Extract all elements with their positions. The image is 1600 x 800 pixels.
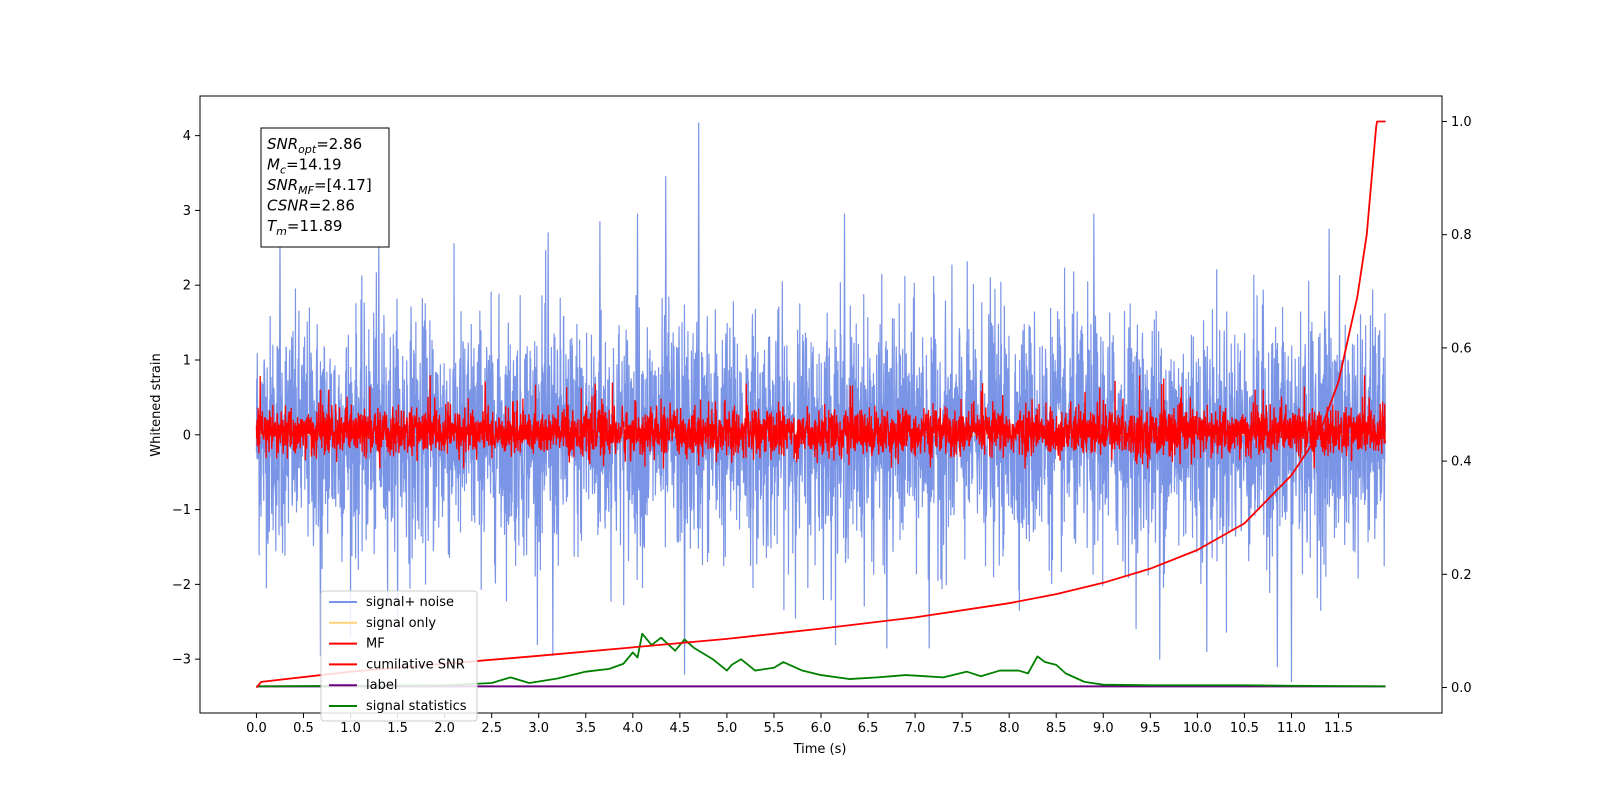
x-tick-label: 10.0 [1183,721,1212,736]
y-tick-label: 4 [183,129,191,144]
y-tick-label: 2 [183,279,191,294]
x-tick-label: 0.0 [246,721,267,736]
y2-tick-label: 0.4 [1451,455,1472,470]
x-tick-label: 8.0 [999,721,1020,736]
annotation-line: SNRopt=2.86 [267,135,362,156]
annotation-line: Tm=11.89 [267,217,342,238]
series-cumulative-snr [255,120,1386,689]
annotation-line: SNRMF=[4.17] [267,176,372,197]
x-tick-label: 2.0 [434,721,455,736]
series-layer [255,120,1387,689]
legend-label: signal only [366,616,436,631]
series-signal-noise [255,122,1387,683]
legend-label: signal+ noise [366,595,454,610]
y-axis-label: Whitened strain [149,353,164,456]
x-tick-label: 7.0 [905,721,926,736]
x-tick-label: 3.5 [575,721,596,736]
legend-label: cumilative SNR [366,657,465,672]
y-tick-label: −3 [172,653,191,668]
x-tick-label: 6.0 [811,721,832,736]
y2-tick-label: 0.0 [1451,681,1472,696]
series-signal-statistics [256,632,1386,688]
annotation-line: CSNR=2.86 [267,197,355,215]
y2-tick-label: 1.0 [1451,115,1472,130]
x-tick-label: 7.5 [952,721,973,736]
legend-label: MF [366,637,385,652]
y-tick-label: 1 [183,354,191,369]
y-tick-label: 0 [183,428,191,443]
x-axis-label: Time (s) [793,742,847,757]
x-tick-label: 6.5 [858,721,879,736]
x-tick-label: 5.0 [717,721,738,736]
annotation-line: Mc=14.19 [267,156,342,177]
y2-tick-label: 0.8 [1451,228,1472,243]
x-tick-label: 11.5 [1324,721,1353,736]
axes-layer: 0.0 0.5 1.0 1.5 2.0 2.5 3.0 3.5 4.0 4.5 5.0 5.5 6.0 6… [172,115,1472,736]
x-tick-label: 3.0 [528,721,549,736]
legend-label: label [366,678,397,693]
x-tick-label: 8.5 [1046,721,1067,736]
x-tick-label: 9.0 [1093,721,1114,736]
series-mf [255,375,1387,469]
x-tick-label: 1.5 [387,721,408,736]
y2-tick-label: 0.2 [1451,568,1472,583]
x-tick-label: 4.0 [622,721,643,736]
legend-label: signal statistics [366,699,467,714]
y-tick-label: −1 [172,503,191,518]
legend: signal+ noise signal only MF cumilative SNR… [320,590,478,722]
annotation-box: SNRopt=2.86Mc=14.19SNRMF=[4.17]CSNR=2.86… [260,127,390,248]
x-tick-label: 9.5 [1140,721,1161,736]
x-tick-label: 1.0 [340,721,361,736]
y2-tick-label: 0.6 [1451,341,1472,356]
x-tick-label: 4.5 [670,721,691,736]
x-tick-label: 11.0 [1277,721,1306,736]
x-tick-label: 10.5 [1230,721,1259,736]
x-tick-label: 5.5 [764,721,785,736]
y-tick-label: −2 [172,578,191,593]
y-tick-label: 3 [183,204,191,219]
x-tick-label: 0.5 [293,721,314,736]
x-tick-label: 2.5 [481,721,502,736]
